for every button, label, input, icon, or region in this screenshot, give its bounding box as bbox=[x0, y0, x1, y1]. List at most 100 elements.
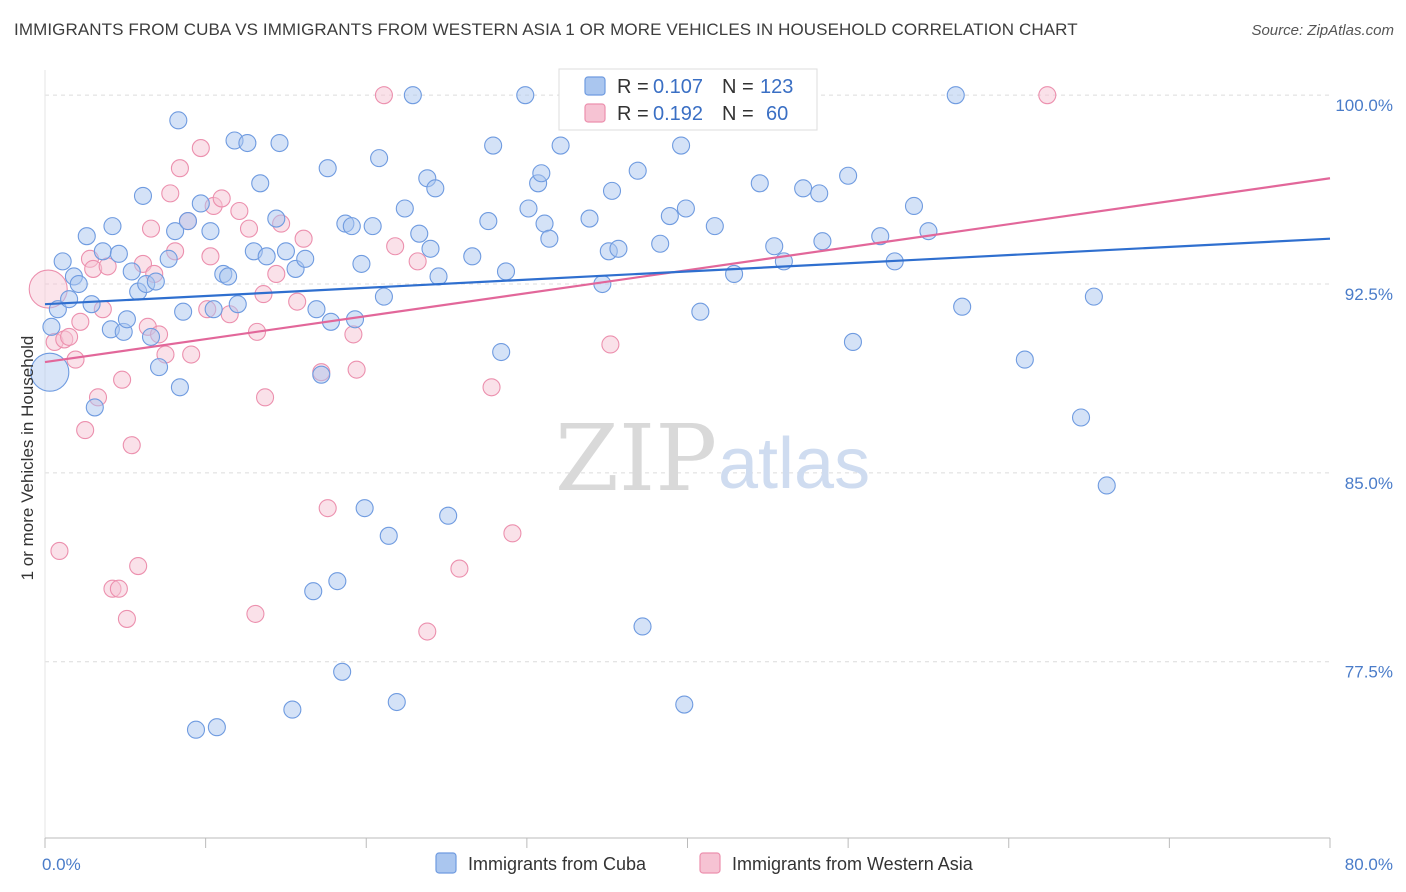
cuba-point bbox=[813, 232, 832, 251]
legend-r-label-cuba: R = bbox=[617, 76, 649, 98]
cuba-point bbox=[333, 662, 352, 681]
cuba-point bbox=[93, 242, 112, 261]
legend-n-label-cuba: N = bbox=[722, 76, 754, 98]
western-asia-point bbox=[129, 557, 148, 576]
cuba-point bbox=[374, 287, 393, 306]
cuba-point bbox=[276, 242, 295, 261]
cuba-point bbox=[609, 239, 628, 258]
cuba-point bbox=[69, 274, 88, 294]
cuba-point bbox=[166, 222, 185, 241]
legend-n-value-cuba: 123 bbox=[760, 76, 793, 98]
cuba-point bbox=[484, 136, 503, 155]
cuba-point bbox=[633, 617, 652, 636]
cuba-point bbox=[85, 398, 104, 417]
cuba-point bbox=[283, 700, 302, 719]
legend-r-label-wasia: R = bbox=[617, 103, 649, 125]
cuba-point bbox=[257, 247, 276, 266]
cuba-point bbox=[1071, 408, 1091, 427]
cuba-point bbox=[551, 136, 570, 155]
western-asia-point bbox=[109, 579, 128, 598]
cuba-point bbox=[42, 317, 61, 336]
cuba-point bbox=[628, 161, 647, 180]
western-asia-point bbox=[601, 335, 620, 354]
cuba-point bbox=[191, 194, 210, 213]
western-asia-point bbox=[76, 421, 95, 440]
western-asia-point bbox=[482, 378, 501, 397]
western-asia-point bbox=[170, 159, 189, 178]
cuba-point bbox=[204, 300, 223, 319]
western-asia-point bbox=[161, 184, 180, 203]
cuba-point bbox=[219, 267, 238, 286]
y-tick-label: 85.0% bbox=[1345, 474, 1393, 493]
western-asia-point bbox=[386, 237, 405, 256]
cuba-point bbox=[207, 718, 226, 737]
cuba-point bbox=[1015, 350, 1034, 369]
cuba-point bbox=[705, 217, 724, 236]
cuba-point bbox=[492, 342, 511, 362]
cuba-point bbox=[660, 206, 679, 226]
western-asia-point bbox=[344, 325, 363, 344]
cuba-point bbox=[133, 186, 153, 205]
cuba-point bbox=[304, 582, 323, 601]
western-asia-point bbox=[122, 436, 141, 455]
cuba-point bbox=[439, 506, 458, 525]
bottom-legend-swatch-wasia bbox=[699, 852, 721, 874]
cuba-point bbox=[307, 300, 326, 319]
cuba-point bbox=[519, 199, 538, 218]
watermark-zip: ZIP bbox=[555, 405, 717, 512]
cuba-point bbox=[141, 327, 161, 346]
cuba-point bbox=[146, 272, 165, 291]
cuba-point bbox=[1097, 476, 1116, 495]
cuba-point bbox=[429, 267, 448, 286]
cuba-point bbox=[60, 290, 79, 309]
western-asia-point bbox=[418, 622, 437, 641]
western-asia-point bbox=[191, 139, 210, 158]
cuba-point bbox=[580, 209, 599, 228]
trend-line-western-asia bbox=[44, 177, 1331, 364]
cuba-point bbox=[30, 352, 70, 392]
cuba-point bbox=[82, 295, 101, 314]
western-asia-point bbox=[450, 559, 469, 578]
western-asia-point bbox=[230, 201, 249, 221]
source-label: Source: ZipAtlas.com bbox=[1251, 22, 1394, 39]
cuba-point bbox=[426, 179, 445, 198]
western-asia-point bbox=[267, 264, 286, 284]
cuba-point bbox=[342, 217, 361, 236]
watermark-atlas: atlas bbox=[718, 424, 870, 504]
cuba-point bbox=[169, 111, 188, 130]
western-asia-point bbox=[182, 345, 201, 364]
cuba-point bbox=[270, 133, 289, 153]
cuba-point bbox=[535, 214, 554, 233]
cuba-point bbox=[395, 199, 414, 218]
cuba-point bbox=[178, 212, 198, 231]
cuba-point bbox=[77, 227, 96, 246]
cuba-point bbox=[463, 247, 482, 266]
western-asia-point bbox=[318, 499, 337, 518]
legend-r-value-wasia: 0.192 bbox=[653, 103, 703, 125]
cuba-point bbox=[691, 302, 710, 321]
cuba-point bbox=[53, 252, 72, 271]
western-asia-point bbox=[113, 370, 132, 389]
cuba-point bbox=[159, 249, 178, 268]
cuba-point bbox=[48, 300, 67, 319]
cuba-point bbox=[602, 181, 622, 200]
cuba-point bbox=[170, 378, 189, 397]
cuba-point bbox=[839, 166, 858, 185]
cuba-point bbox=[186, 720, 206, 739]
x-tick-label-min: 0.0% bbox=[42, 855, 81, 874]
legend-n-value-wasia: 60 bbox=[766, 103, 788, 125]
cuba-point bbox=[676, 199, 695, 218]
cuba-point bbox=[296, 249, 315, 268]
legend-swatch-wasia bbox=[584, 103, 606, 123]
western-asia-point bbox=[347, 360, 366, 379]
cuba-point bbox=[228, 295, 247, 314]
cuba-point bbox=[946, 86, 965, 105]
cuba-point bbox=[794, 179, 813, 198]
cuba-point bbox=[370, 149, 389, 168]
western-asia-point bbox=[1038, 86, 1057, 105]
bottom-legend-swatch-cuba bbox=[435, 852, 457, 874]
cuba-point bbox=[201, 222, 220, 241]
western-asia-point bbox=[239, 219, 259, 238]
cuba-point bbox=[672, 136, 691, 155]
